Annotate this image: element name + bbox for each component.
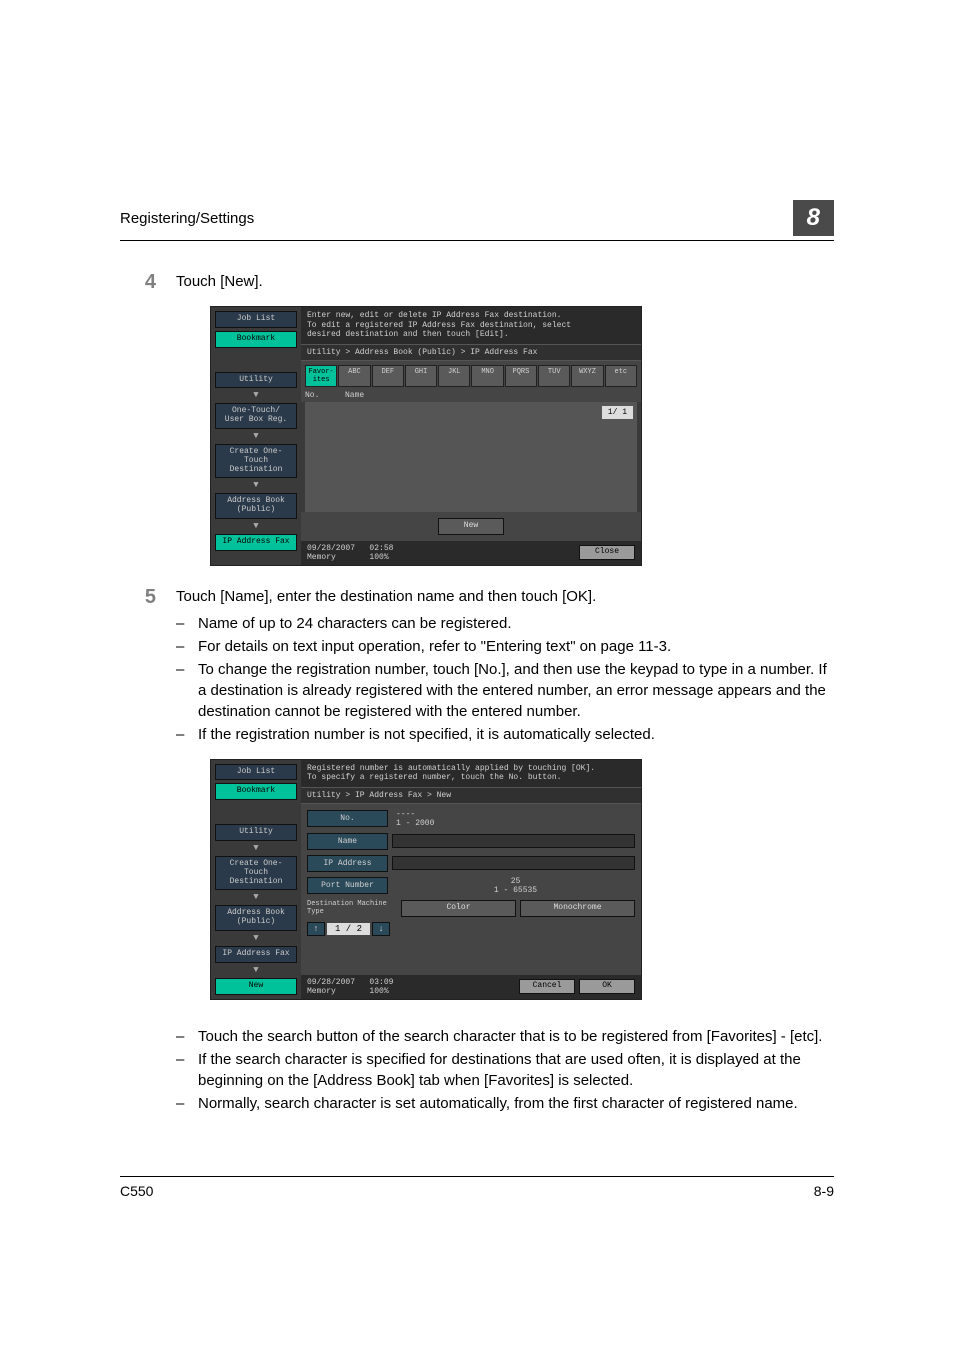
destination-list: 1/ 1	[305, 402, 637, 512]
tab-abc[interactable]: ABC	[338, 365, 370, 387]
utility-button[interactable]: Utility	[215, 372, 297, 389]
tab-pqrs[interactable]: PQRS	[505, 365, 537, 387]
port-range: 1 - 65535	[494, 886, 537, 895]
bullet-text: To change the registration number, touch…	[198, 659, 834, 722]
screenshot-new-destination: Job List Bookmark Utility ▼ Create One-T…	[210, 759, 642, 1000]
ip-address-button[interactable]: IP Address	[307, 855, 388, 872]
address-book-button[interactable]: Address Book (Public)	[215, 905, 297, 931]
bullet-text: If the registration number is not specif…	[198, 724, 834, 745]
no-value: ----	[396, 810, 415, 819]
ok-button[interactable]: OK	[579, 979, 635, 994]
name-field[interactable]	[392, 834, 635, 848]
bullet-text: For details on text input operation, ref…	[198, 636, 834, 657]
job-list-button[interactable]: Job List	[215, 311, 297, 328]
step-number: 4	[120, 271, 176, 294]
status-bar: 09/28/2007 03:09 Memory 100%	[307, 978, 393, 996]
index-tabs: Favor- ites ABC DEF GHI JKL MNO PQRS TUV…	[301, 361, 641, 389]
tab-tuv[interactable]: TUV	[538, 365, 570, 387]
color-button[interactable]: Color	[401, 900, 516, 917]
status-bar: 09/28/2007 02:58 Memory 100%	[307, 544, 393, 562]
cancel-button[interactable]: Cancel	[519, 979, 575, 994]
arrow-down-icon: ▼	[215, 432, 297, 441]
arrow-down-icon: ▼	[215, 966, 297, 975]
bullet-text: Touch the search button of the search ch…	[198, 1026, 834, 1047]
job-list-button[interactable]: Job List	[215, 764, 297, 781]
col-name: Name	[345, 391, 364, 400]
monochrome-button[interactable]: Monochrome	[520, 900, 635, 917]
bullet-text: Normally, search character is set automa…	[198, 1093, 834, 1114]
bullet-text: Name of up to 24 characters can be regis…	[198, 613, 834, 634]
tab-def[interactable]: DEF	[372, 365, 404, 387]
utility-button[interactable]: Utility	[215, 824, 297, 841]
page-value: 1 / 2	[327, 923, 370, 935]
breadcrumb: Utility > IP Address Fax > New	[301, 787, 641, 804]
create-onetouch-button[interactable]: Create One-Touch Destination	[215, 444, 297, 478]
ip-address-fax-button[interactable]: IP Address Fax	[215, 946, 297, 963]
screenshot-address-book: Job List Bookmark Utility ▼ One-Touch/ U…	[210, 306, 642, 566]
tab-mno[interactable]: MNO	[471, 365, 503, 387]
breadcrumb: Utility > Address Book (Public) > IP Add…	[301, 344, 641, 361]
dest-type-label: Destination Machine Type	[307, 900, 397, 916]
step-text: Touch [New].	[176, 271, 834, 294]
page-number: 8-9	[814, 1183, 834, 1199]
arrow-down-icon: ▼	[215, 844, 297, 853]
new-button[interactable]: New	[438, 518, 504, 535]
port-button[interactable]: Port Number	[307, 877, 388, 894]
no-button[interactable]: No.	[307, 810, 388, 827]
model-label: C550	[120, 1183, 153, 1199]
ip-field[interactable]	[392, 856, 635, 870]
col-no: No.	[305, 391, 345, 400]
page-indicator: 1/ 1	[602, 406, 633, 419]
tab-wxyz[interactable]: WXYZ	[571, 365, 603, 387]
arrow-down-icon: ▼	[215, 481, 297, 490]
instruction-text: Registered number is automatically appli…	[301, 760, 641, 787]
tab-jkl[interactable]: JKL	[438, 365, 470, 387]
step-number: 5	[120, 586, 176, 747]
ip-address-fax-button[interactable]: IP Address Fax	[215, 534, 297, 551]
tab-favorites[interactable]: Favor- ites	[305, 365, 337, 387]
bullet-text: If the search character is specified for…	[198, 1049, 834, 1091]
bookmark-button[interactable]: Bookmark	[215, 331, 297, 348]
new-nav-button[interactable]: New	[215, 978, 297, 995]
pager: ↑ 1 / 2 ↓	[307, 922, 635, 936]
arrow-down-icon: ▼	[215, 934, 297, 943]
close-button[interactable]: Close	[579, 545, 635, 560]
tab-ghi[interactable]: GHI	[405, 365, 437, 387]
tab-etc[interactable]: etc	[605, 365, 637, 387]
page-down-button[interactable]: ↓	[372, 922, 390, 936]
page-up-button[interactable]: ↑	[307, 922, 325, 936]
port-value: 25	[511, 877, 521, 886]
onetouch-button[interactable]: One-Touch/ User Box Reg.	[215, 403, 297, 429]
instruction-text: Enter new, edit or delete IP Address Fax…	[301, 307, 641, 344]
step-text: Touch [Name], enter the destination name…	[176, 586, 834, 607]
name-button[interactable]: Name	[307, 833, 388, 850]
arrow-down-icon: ▼	[215, 893, 297, 902]
create-onetouch-button[interactable]: Create One-Touch Destination	[215, 856, 297, 890]
address-book-button[interactable]: Address Book (Public)	[215, 493, 297, 519]
no-range: 1 - 2000	[396, 819, 434, 828]
section-title: Registering/Settings	[120, 210, 254, 227]
arrow-down-icon: ▼	[215, 522, 297, 531]
bookmark-button[interactable]: Bookmark	[215, 783, 297, 800]
chapter-number: 8	[793, 200, 834, 236]
arrow-down-icon: ▼	[215, 391, 297, 400]
